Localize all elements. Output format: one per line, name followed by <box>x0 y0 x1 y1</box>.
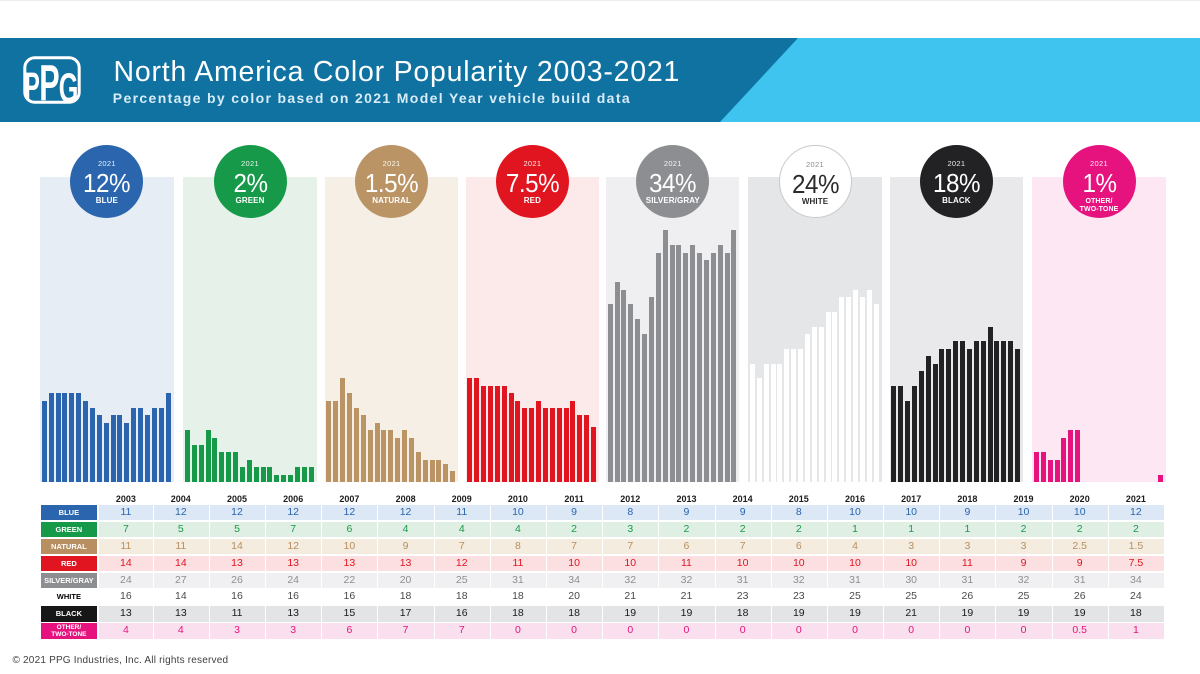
svg-text:P: P <box>24 64 40 104</box>
svg-text:P: P <box>39 56 59 104</box>
svg-text:G: G <box>59 65 79 103</box>
